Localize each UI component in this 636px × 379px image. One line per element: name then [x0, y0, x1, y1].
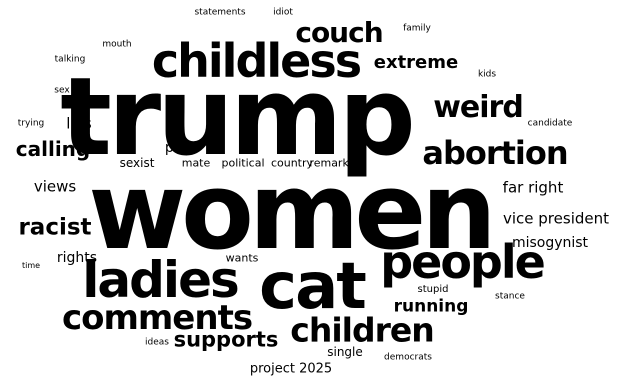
word-children: children — [290, 310, 434, 350]
word-political: political — [221, 156, 265, 170]
word-views: views — [33, 177, 77, 196]
word-trump: trump — [60, 55, 416, 180]
word-statements: statements — [194, 7, 246, 18]
word-time: time — [21, 261, 41, 270]
word-supports: supports — [173, 327, 279, 352]
word-rights: rights — [56, 250, 98, 266]
word-abortion: abortion — [422, 134, 568, 172]
word-project-2025: project 2025 — [249, 361, 333, 377]
word-past: past — [164, 140, 196, 156]
word-country: country — [270, 156, 314, 170]
word-remarks: remarks — [309, 156, 355, 170]
word-people: people — [380, 235, 546, 289]
word-candidate: candidate — [527, 118, 573, 129]
word-wants: wants — [225, 251, 259, 265]
word-comments: comments — [61, 298, 253, 338]
word-racist: racist — [18, 214, 92, 241]
word-extreme: extreme — [373, 52, 459, 73]
word-childless: childless — [151, 34, 362, 88]
word-calling: calling — [15, 137, 91, 161]
word-idiot: idiot — [273, 7, 293, 18]
word-women: women — [88, 150, 497, 273]
word-weird: weird — [433, 90, 524, 125]
word-lies: lies — [66, 114, 92, 133]
word-running: running — [393, 296, 469, 317]
word-mouth: mouth — [102, 39, 132, 50]
word-stance: stance — [495, 291, 525, 302]
word-misogynist: misogynist — [511, 235, 589, 251]
word-far-right: far right — [502, 178, 564, 197]
word-kids: kids — [477, 69, 497, 80]
word-stupid: stupid — [417, 284, 449, 295]
word-couch: couch — [295, 16, 383, 49]
word-trying: trying — [17, 118, 45, 129]
word-vice-president: vice president — [503, 209, 609, 228]
word-democrats: democrats — [384, 352, 432, 363]
word-sexist: sexist — [119, 156, 155, 170]
word-ideas: ideas — [145, 337, 169, 348]
word-ladies: ladies — [82, 251, 239, 309]
word-sex: sex — [54, 85, 70, 96]
word-family: family — [403, 23, 431, 34]
word-talking: talking — [54, 54, 86, 65]
word-mate: mate — [181, 156, 211, 170]
word-cat: cat — [259, 250, 367, 324]
word-single: single — [327, 345, 363, 359]
